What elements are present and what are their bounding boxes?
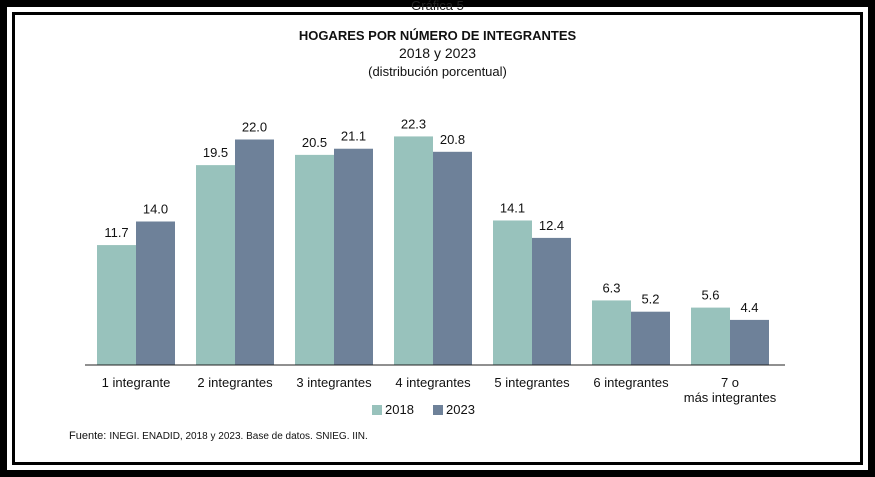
data-label-2018-1: 11.7 <box>104 225 128 240</box>
bar-2023-3 <box>334 148 373 365</box>
category-label-6: 6 integrantes <box>593 375 669 390</box>
data-label-2023-3: 21.1 <box>341 129 366 144</box>
bar-2023-5 <box>532 237 571 365</box>
legend-swatch-2023 <box>433 405 443 415</box>
data-label-2018-5: 14.1 <box>500 200 525 215</box>
bar-2023-1 <box>136 221 175 365</box>
data-label-2018-7: 5.6 <box>701 288 719 303</box>
bar-2018-5 <box>493 220 532 365</box>
data-label-2023-5: 12.4 <box>539 218 564 233</box>
data-label-2023-6: 5.2 <box>641 292 659 307</box>
legend-swatch-2018 <box>372 405 382 415</box>
bar-2018-4 <box>394 136 433 365</box>
data-label-2023-4: 20.8 <box>440 132 465 147</box>
bar-2023-6 <box>631 311 670 365</box>
bar-2018-3 <box>295 154 334 365</box>
data-label-2023-1: 14.0 <box>143 202 168 217</box>
data-label-2018-2: 19.5 <box>203 145 228 160</box>
bar-2018-2 <box>196 165 235 365</box>
bar-2018-1 <box>97 245 136 365</box>
chart-subtitle: 2018 y 2023 <box>398 45 477 61</box>
legend-label-2018: 2018 <box>385 402 414 417</box>
category-label-3: 3 integrantes <box>296 375 372 390</box>
figure-label: Gráfica 5 <box>411 0 464 13</box>
source-note: Fuente: INEGI. ENADID, 2018 y 2023. Base… <box>69 430 368 442</box>
data-label-2018-6: 6.3 <box>602 280 620 295</box>
source-text: INEGI. ENADID, 2018 y 2023. Base de dato… <box>109 431 368 442</box>
data-label-2023-7: 4.4 <box>740 300 758 315</box>
bar-2023-2 <box>235 139 274 365</box>
bar-2023-4 <box>433 151 472 365</box>
bar-2018-7 <box>691 307 730 365</box>
bar-2023-7 <box>730 319 769 365</box>
category-label-5: 5 integrantes <box>494 375 570 390</box>
chart-title: HOGARES POR NÚMERO DE INTEGRANTES <box>298 28 577 43</box>
category-label-2: 2 integrantes <box>197 375 273 390</box>
data-label-2018-4: 22.3 <box>401 116 426 131</box>
unit-note: (distribución porcentual) <box>368 64 507 79</box>
data-label-2023-2: 22.0 <box>242 120 267 135</box>
category-label-1: 1 integrante <box>102 375 171 390</box>
category-label-4: 4 integrantes <box>395 375 471 390</box>
data-label-2018-3: 20.5 <box>302 135 327 150</box>
category-label-7: 7 o más integrantes <box>684 375 777 405</box>
bar-2018-6 <box>592 300 631 365</box>
legend-label-2023: 2023 <box>446 402 475 417</box>
source-prefix: Fuente: <box>69 430 110 442</box>
